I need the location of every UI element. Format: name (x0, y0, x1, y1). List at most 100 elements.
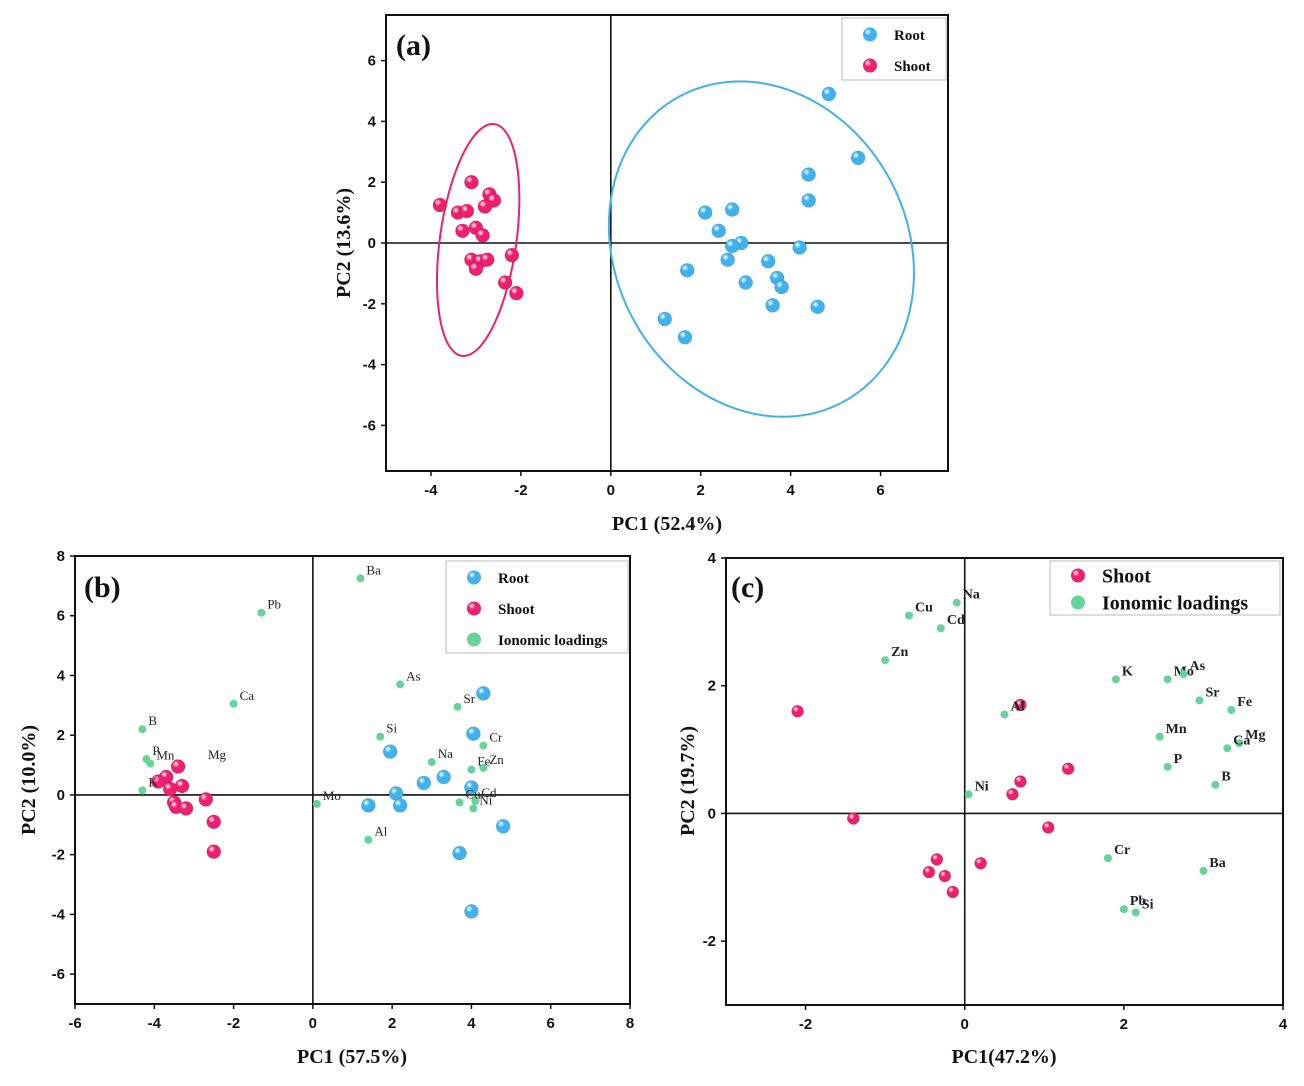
sample-point (504, 247, 520, 263)
y-tick-label: 4 (708, 550, 717, 567)
sample-point (677, 329, 693, 345)
sample-point (361, 798, 376, 813)
loading-point (881, 656, 890, 665)
y-tick-label: -6 (363, 417, 376, 434)
sample-point (436, 769, 451, 785)
sample-point (464, 904, 479, 919)
sample-point (392, 798, 408, 813)
sample-point (206, 844, 222, 859)
legend-label: Shoot (894, 59, 931, 75)
loading-label: Sr (1205, 685, 1219, 700)
x-axis-label: PC1 (57.5%) (297, 1046, 407, 1068)
loading-label: As (406, 668, 420, 683)
loading-label: Ba (1209, 856, 1225, 871)
loading-label: B (148, 713, 157, 728)
y-tick-label: 2 (57, 727, 65, 744)
loading-point (1211, 780, 1220, 789)
confidence-ellipse (607, 80, 915, 418)
loading-point (229, 699, 238, 708)
sample-point (1014, 775, 1027, 788)
y-tick-label: -2 (52, 847, 65, 864)
y-tick-label: 4 (368, 113, 377, 130)
loading-label: Si (1142, 897, 1154, 912)
y-axis-label: PC2 (10.0%) (18, 725, 40, 835)
panel-letter: (c) (731, 571, 764, 604)
sample-point (760, 253, 776, 269)
sample-point (774, 279, 789, 295)
loading-point (1195, 696, 1204, 705)
loading-label: Cd (947, 613, 965, 628)
loading-label: Na (963, 588, 980, 603)
loading-label: Cd (481, 785, 497, 800)
y-tick-label: -4 (52, 906, 66, 923)
sample-point (791, 704, 804, 718)
loading-point (376, 732, 385, 741)
legend-marker (467, 632, 481, 647)
sample-point (724, 202, 740, 217)
sample-point (432, 197, 448, 213)
loading-point (364, 835, 373, 844)
loading-point (1163, 762, 1172, 771)
x-tick-label: 2 (1120, 1016, 1128, 1033)
sample-point (697, 205, 713, 220)
sample-point (792, 240, 807, 255)
loading-point (1163, 675, 1172, 684)
sample-point (468, 261, 484, 277)
panel-letter: (b) (84, 571, 121, 604)
legend-label: Root (498, 571, 529, 587)
loading-label: Zn (891, 645, 908, 660)
loading-label: Ba (366, 562, 381, 577)
loading-label: P (152, 743, 159, 758)
x-tick-label: 0 (607, 482, 615, 499)
sample-point (765, 298, 780, 313)
y-tick-label: 6 (368, 53, 376, 70)
sample-point (1014, 698, 1027, 712)
sample-point (198, 792, 214, 807)
x-tick-label: 2 (388, 1015, 396, 1032)
legend-marker (863, 27, 877, 42)
loading-point (396, 680, 405, 689)
loading-label: Mn (156, 748, 175, 763)
confidence-ellipse (435, 122, 521, 357)
loading-label: K (148, 774, 158, 789)
y-axis-label: PC2 (13.6%) (333, 188, 355, 298)
y-tick-label: 0 (368, 235, 376, 252)
x-tick-label: -4 (424, 482, 438, 499)
legend-box (1049, 560, 1281, 616)
x-tick-label: -2 (514, 482, 527, 499)
sample-point (477, 199, 493, 214)
sample-point (810, 299, 825, 315)
sample-point (801, 167, 816, 182)
loading-label: As (1190, 659, 1206, 674)
sample-point (974, 856, 987, 870)
y-tick-label: -2 (703, 933, 716, 950)
loading-point (427, 758, 436, 767)
loading-label: Na (438, 746, 453, 761)
x-tick-label: 2 (697, 482, 705, 499)
sample-point (1061, 762, 1075, 776)
loading-point (469, 804, 478, 813)
x-tick-label: 4 (1279, 1016, 1288, 1033)
loading-label: K (1122, 664, 1133, 679)
y-axis-label: PC2 (19.7%) (677, 726, 699, 836)
x-tick-label: -2 (799, 1016, 812, 1033)
sample-point (464, 780, 479, 795)
loading-point (479, 764, 488, 773)
plot-frame (74, 555, 631, 1005)
loading-point (1103, 854, 1112, 863)
loading-label: Mn (1166, 722, 1187, 737)
loading-point (964, 790, 973, 799)
loading-point (1199, 866, 1208, 875)
legend-marker (467, 570, 481, 585)
chart-panel-0: -4 -2 0 2 4 6 -6 -4 -2 0 2 4 6 PC1 (52.4%) PC2 (13.6%)… (333, 14, 949, 535)
loading-label: B (1221, 770, 1230, 785)
y-tick-label: 4 (57, 667, 66, 684)
loading-label: Al (1011, 699, 1025, 714)
x-tick-label: 0 (961, 1016, 969, 1033)
loading-label: P (1174, 752, 1183, 767)
y-tick-label: 6 (57, 608, 65, 625)
sample-point (452, 845, 467, 861)
loading-point (1119, 905, 1128, 914)
loading-label: Pb (267, 597, 281, 612)
